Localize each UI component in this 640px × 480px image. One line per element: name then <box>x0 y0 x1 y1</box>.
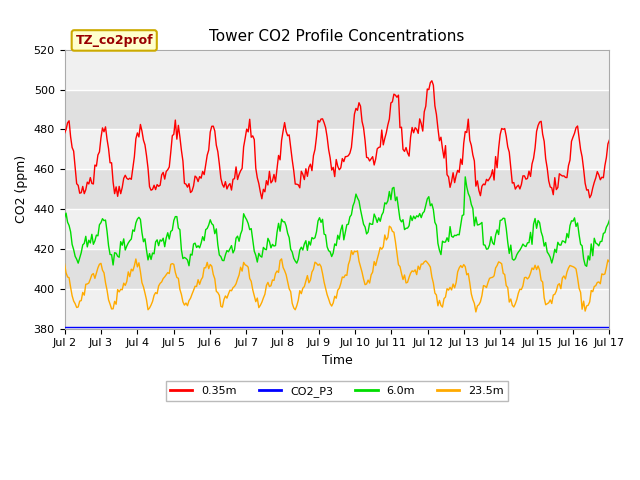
X-axis label: Time: Time <box>322 354 353 367</box>
Bar <box>65 50 609 90</box>
Bar <box>65 130 609 169</box>
Legend: 0.35m, CO2_P3, 6.0m, 23.5m: 0.35m, CO2_P3, 6.0m, 23.5m <box>166 382 508 401</box>
Title: Tower CO2 Profile Concentrations: Tower CO2 Profile Concentrations <box>209 29 465 44</box>
Text: TZ_co2prof: TZ_co2prof <box>76 34 153 47</box>
Bar <box>65 289 609 329</box>
Bar <box>65 209 609 249</box>
Bar <box>65 90 609 130</box>
Y-axis label: CO2 (ppm): CO2 (ppm) <box>15 155 28 223</box>
Bar <box>65 169 609 209</box>
Bar <box>65 249 609 289</box>
